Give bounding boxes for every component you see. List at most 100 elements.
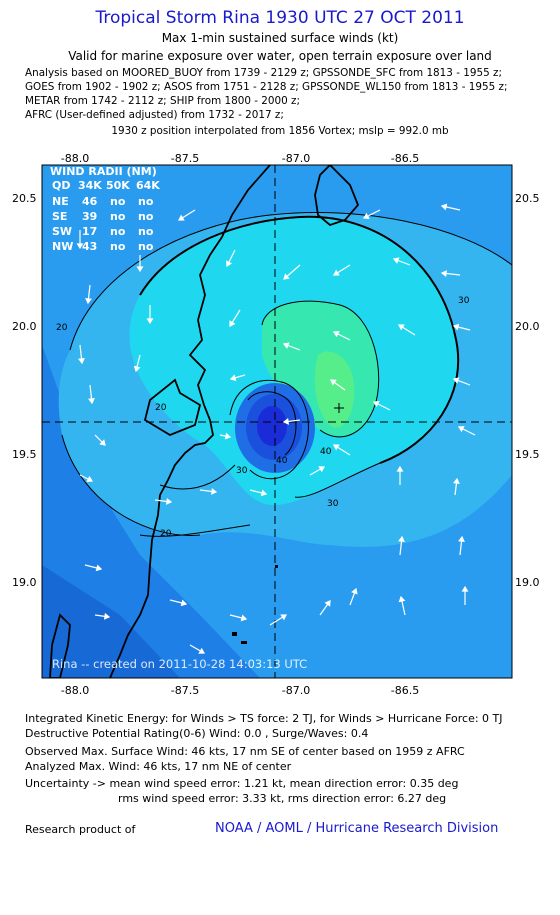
- wind-arrow-head: [283, 273, 290, 280]
- uncertainty-line-2: rms wind speed error: 3.33 kt, rms direc…: [118, 792, 447, 805]
- wind-arrow-head: [280, 614, 287, 621]
- wind-radii-header: 34K: [78, 179, 102, 192]
- source-line-1: Analysis based on MOORED_BUOY from 1739 …: [25, 67, 502, 79]
- wind-arrow-head: [396, 465, 404, 472]
- wind-arrow-head: [333, 444, 340, 451]
- wind-radii-cell: 17: [82, 225, 97, 238]
- contour-label: 40: [276, 456, 288, 466]
- wind-arrow-head: [78, 358, 85, 365]
- credit-text: Rina -- created on 2011-10-28 14:03:13 U…: [52, 657, 307, 671]
- lon-tick: -88.0: [61, 684, 89, 697]
- wind-radii-cell: NE: [52, 195, 69, 208]
- wind-arrow-head: [240, 614, 248, 622]
- wind-arrow-head: [324, 600, 331, 607]
- wind-vectors: [76, 203, 476, 654]
- wind-radii-cell: no: [110, 240, 126, 253]
- islands: [232, 565, 278, 644]
- island: [275, 565, 278, 568]
- lat-tick: 19.0: [515, 576, 540, 589]
- wind-arrow-head: [136, 266, 144, 273]
- wind-radii-cell: no: [138, 240, 154, 253]
- wind-arrow-head: [225, 260, 233, 268]
- source-line-3: METAR from 1742 - 2112 z; SHIP from 1800…: [25, 95, 301, 107]
- wind-arrow-head: [440, 270, 447, 277]
- wind-radii-header: 50K: [106, 179, 130, 192]
- wind-arrow-head: [178, 214, 185, 221]
- lat-tick: 19.5: [515, 448, 540, 461]
- contour-label: 30: [327, 499, 339, 509]
- coastline: [49, 165, 360, 678]
- lat-tick: 20.5: [515, 192, 540, 205]
- core-eye: [257, 406, 287, 446]
- wind-arrow-head: [180, 599, 188, 607]
- wind-arrow-head: [318, 466, 326, 473]
- wind-arrow-head: [362, 212, 370, 220]
- wind-arrow-head: [452, 323, 460, 331]
- lon-tick: -88.0: [61, 152, 89, 165]
- wind-arrow-head: [95, 564, 103, 572]
- wind-arrow-head: [86, 475, 94, 483]
- contour-label: 20: [56, 323, 68, 333]
- wind-arrow-head: [372, 400, 380, 408]
- wind-arrow-head: [457, 425, 465, 433]
- uncertainty-line-1: Uncertainty -> mean wind speed error: 1.…: [25, 777, 459, 790]
- analyzed-max-line: Analyzed Max. Wind: 46 kts, 17 nm NE of …: [25, 760, 292, 773]
- map-frame: [41, 164, 513, 679]
- wind-radii-cell: no: [138, 210, 154, 223]
- lat-tick: 20.0: [515, 320, 540, 333]
- max-wind-marker: [334, 403, 344, 413]
- wind-radii-cell: no: [110, 225, 126, 238]
- contour-label: 20: [160, 529, 172, 539]
- wind-radii-cell: 43: [82, 240, 97, 253]
- lon-tick: -86.5: [391, 684, 419, 697]
- noaa-link[interactable]: NOAA / AOML / Hurricane Research Divisio…: [215, 821, 499, 836]
- wind-arrow-head: [88, 398, 95, 405]
- wind-arrow-head: [229, 320, 236, 327]
- lon-tick: -87.5: [171, 684, 199, 697]
- wind-arrow-head: [398, 595, 406, 603]
- wind-arrow-head: [452, 377, 460, 384]
- wind-arrow-head: [85, 298, 92, 305]
- lon-ticks-top: -88.0 -87.5 -87.0 -86.5: [61, 152, 419, 165]
- lon-ticks-bottom: -88.0 -87.5 -87.0 -86.5: [61, 684, 419, 697]
- contour-label: 30: [236, 466, 248, 476]
- contour-45: [314, 351, 355, 428]
- wind-radii-cell: no: [110, 210, 126, 223]
- wind-arrow-head: [333, 269, 340, 276]
- lon-tick: -87.0: [282, 684, 310, 697]
- wind-arrow-head: [440, 203, 448, 211]
- thirty-four-kt-line: [139, 215, 460, 464]
- wind-arrow-head: [398, 535, 405, 542]
- island: [232, 632, 237, 636]
- wind-radii-header: 64K: [136, 179, 160, 192]
- wind-arrow-head: [330, 379, 337, 386]
- wind-arrow-head: [229, 374, 237, 382]
- contour-label-group: 20 20 30 30 30 40 40 20: [56, 296, 470, 539]
- wind-arrow-head: [260, 489, 268, 497]
- wind-arrow-head: [452, 477, 460, 484]
- lat-ticks: 20.5 20.0 19.5 19.0 20.5 20.0 19.5 19.0: [12, 192, 540, 589]
- wind-radii-header: QD: [52, 179, 70, 192]
- lat-tick: 19.0: [12, 576, 37, 589]
- wind-radii-cell: no: [110, 195, 126, 208]
- source-line-2: GOES from 1902 - 1902 z; ASOS from 1751 …: [25, 81, 508, 93]
- contour-label: 20: [155, 403, 167, 413]
- research-label: Research product of: [25, 823, 136, 836]
- wind-radii-cell: no: [138, 195, 154, 208]
- lon-tick: -87.0: [282, 152, 310, 165]
- wind-radii-cell: no: [138, 225, 154, 238]
- source-line-4: AFRC (User-defined adjusted) from 1732 -…: [25, 109, 284, 121]
- wind-radii-table: WIND RADII (NM) QD 34K 50K 64K NE 46 no …: [50, 165, 160, 253]
- ike-line: Integrated Kinetic Energy: for Winds > T…: [25, 712, 503, 725]
- low-wind-region: [42, 565, 180, 678]
- wind-arrow-head: [211, 487, 218, 495]
- wind-map: -88.0 -87.5 -87.0 -86.5 -88.0 -87.5 -87.…: [12, 152, 540, 697]
- lon-tick: -87.5: [171, 152, 199, 165]
- wind-arrow-head: [332, 330, 340, 338]
- position-note: 1930 z position interpolated from 1856 V…: [111, 125, 449, 137]
- wind-arrow-head: [146, 318, 154, 325]
- island: [241, 641, 247, 644]
- wind-arrow-head: [99, 439, 106, 446]
- validity-note: Valid for marine exposure over water, op…: [68, 49, 492, 63]
- wind-arrow-head: [461, 585, 469, 592]
